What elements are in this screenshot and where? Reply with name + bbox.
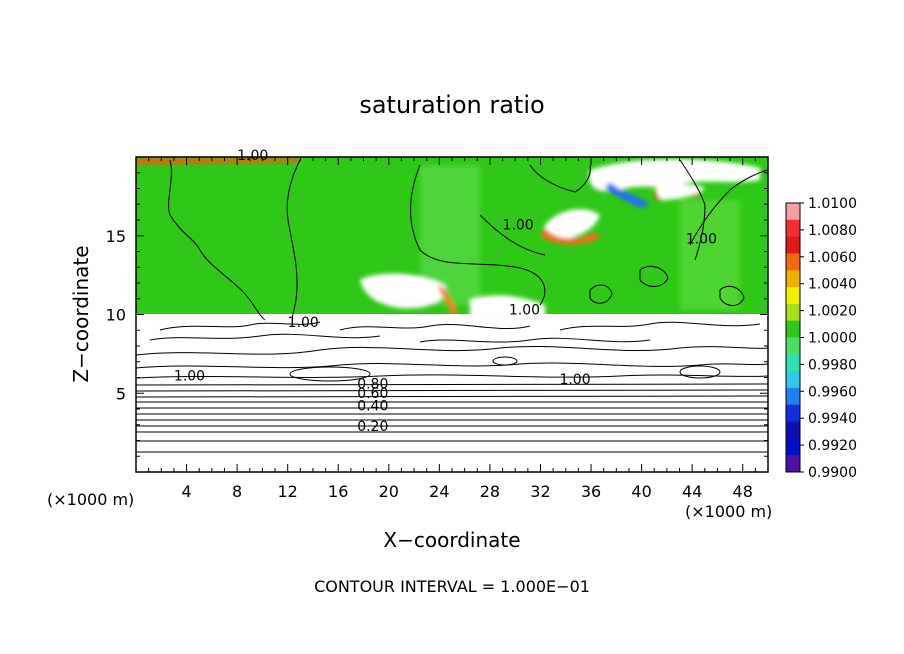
contour-labels: 1.00 1.00 1.00 1.00 1.00 1.00 1.00 0.800.600.40… [174,148,717,435]
y-axis-title: Z−coordinate [69,245,93,382]
upper-cloud-edge-blue [605,182,650,208]
cloud-patch-3 [360,273,446,309]
upper-cloud-patch [589,159,760,192]
colorbar-swatch [786,303,800,322]
x-axis-unit-label: (×1000 m) [685,502,772,521]
colorbar-swatch [786,236,800,254]
y-axis: 5 10 15 [106,172,768,457]
colorbar-swatch [786,203,800,221]
colorbar-label: 0.9920 [808,438,857,454]
cloud-patch-3-edge [438,285,458,316]
plot-area [136,157,768,472]
y-axis-unit-label: (×1000 m) [47,490,134,509]
cloud-patch-4 [470,295,545,318]
x-tick-label: 4 [181,482,191,501]
cloud-patch-1 [543,209,600,240]
x-axis-title: X−coordinate [383,528,520,552]
colorbar-label: 0.9980 [808,357,857,373]
colorbar-swatch [786,320,800,338]
x-tick-label: 24 [429,482,449,501]
colorbar-swatch [786,371,800,389]
x-tick-label: 28 [480,482,500,501]
colorbar-swatch [786,287,800,305]
top-strip-red [136,158,300,164]
colorbar-label: 1.0020 [808,304,857,320]
x-tick-label: 44 [682,482,702,501]
y-tick-label: 5 [116,384,126,403]
colorbar-swatch [786,455,800,473]
upper-contours [168,159,768,321]
colorbar-label: 0.9900 [808,465,857,481]
x-axis: 4 8 12 16 20 24 28 32 36 40 44 48 [148,157,756,501]
x-tick-label: 8 [232,482,242,501]
contour-label: 1.00 [503,217,534,233]
colorbar-swatch [786,219,800,238]
colorbar-swatch [786,354,800,372]
colorbar-swatch [786,270,800,288]
x-tick-label: 32 [530,482,550,501]
cloud-band-edge [136,314,768,318]
lower-contours [136,321,768,453]
contour-label: 1.00 [559,372,590,388]
chart-title: saturation ratio [359,91,544,119]
colorbar-swatch [786,404,800,423]
colorbar-swatch [786,253,800,271]
y-tick-label: 10 [106,306,126,325]
contour-interval-note: CONTOUR INTERVAL = 1.000E−01 [314,577,590,596]
x-tick-label: 40 [631,482,651,501]
x-tick-label: 16 [328,482,348,501]
y-tick-label: 15 [106,227,126,246]
x-tick-label: 12 [278,482,298,501]
field-light-green-patch [680,200,740,310]
contour-label: 1.00 [509,303,540,319]
colorbar-label: 0.9960 [808,384,857,400]
cloud-patch-1-edge [540,228,600,245]
contour-label: 0.20 [357,419,388,435]
colorbar-label: 1.0100 [808,196,857,212]
colorbar-label: 1.0080 [808,223,857,239]
colorbar-swatch [786,387,800,406]
contour-label: 0.80 [357,377,388,393]
colorbar-swatch [786,421,800,439]
field-white-lower [136,316,768,472]
contour-label: 0.40 [357,399,388,415]
contour-label: 0.60 [357,386,388,402]
colorbar-label: 1.0060 [808,250,857,266]
cloud-patch-2 [655,184,705,200]
contour-label: 1.00 [686,232,717,248]
x-tick-label: 36 [581,482,601,501]
colorbar: 1.0100 1.0080 1.0060 1.0040 1.0020 1.0000 0.99… [785,196,857,481]
contour-label: 1.00 [288,315,319,331]
colorbar-swatch [786,337,800,355]
contour-label: 1.00 [174,369,205,385]
colorbar-label: 1.0040 [808,277,857,293]
x-tick-label: 48 [733,482,753,501]
colorbar-swatch [786,438,800,456]
contour-label: 1.00 [237,148,268,164]
colorbar-label: 0.9940 [808,411,857,427]
x-tick-label: 20 [379,482,399,501]
colorbar-label: 1.0000 [808,331,857,347]
